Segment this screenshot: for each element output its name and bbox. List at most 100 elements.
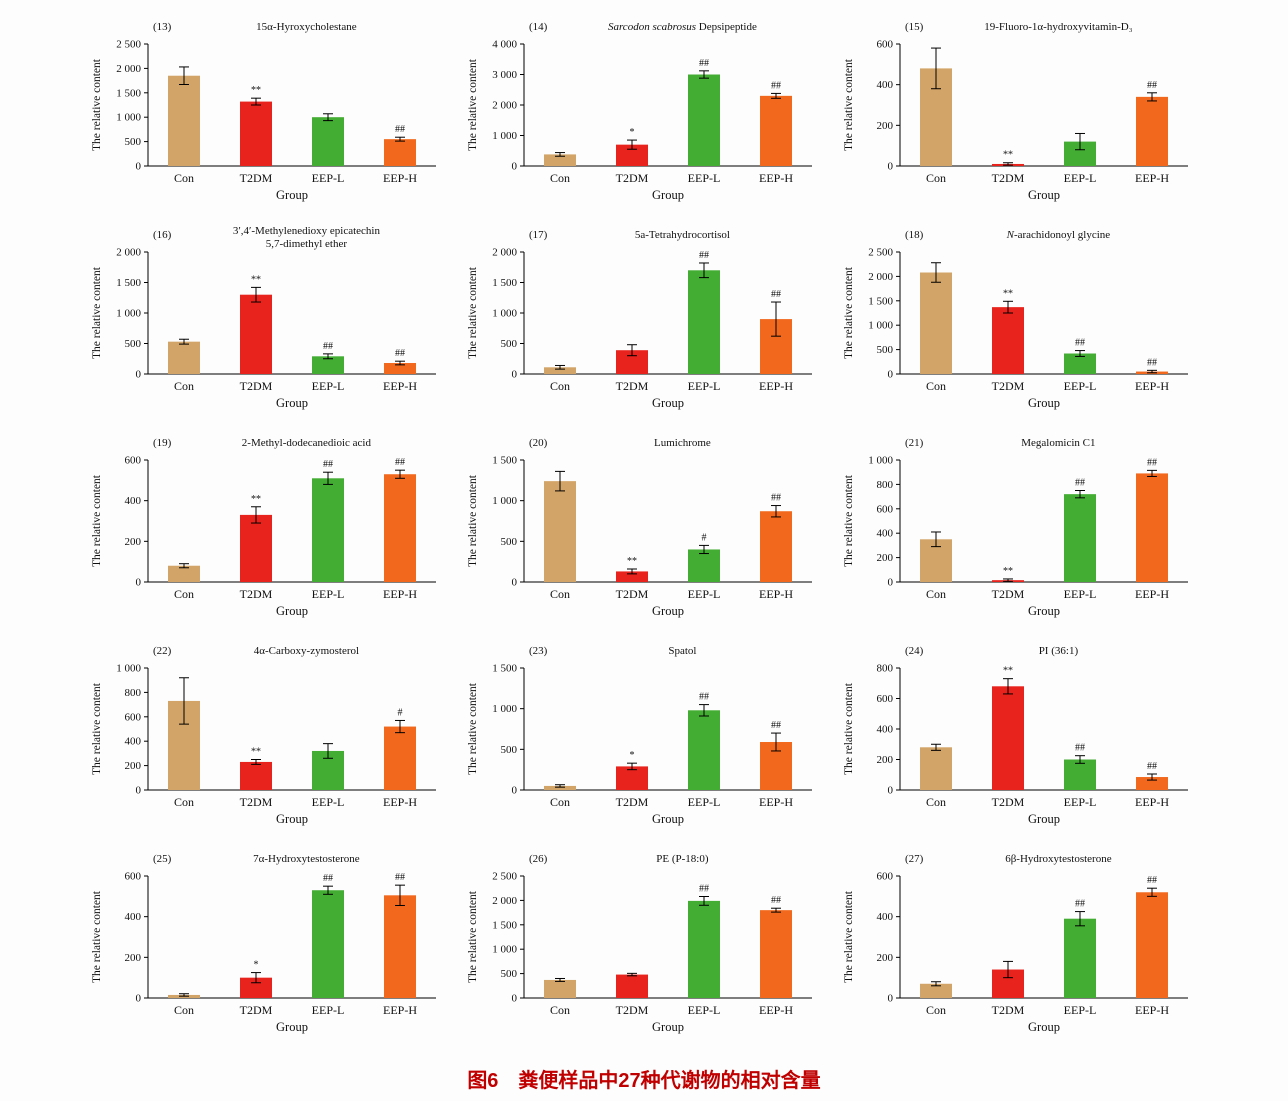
bar-EEP-H [384, 363, 416, 374]
y-tick-label: 1 500 [492, 663, 517, 675]
y-tick-label: 1 000 [492, 130, 517, 142]
x-axis-label: Group [1028, 812, 1060, 826]
y-tick-label: 4 000 [492, 39, 517, 51]
y-tick-label: 200 [877, 552, 894, 564]
y-tick-label: 400 [125, 736, 142, 748]
y-tick-label: 500 [501, 338, 518, 350]
y-tick-label: 600 [877, 871, 894, 883]
significance-marker: ## [1147, 457, 1157, 468]
x-tick-label: EEP-L [1064, 587, 1097, 601]
x-axis-label: Group [1028, 604, 1060, 618]
x-tick-label: T2DM [992, 1003, 1025, 1017]
y-tick-label: 1 500 [492, 277, 517, 289]
y-axis-label: The relative content [467, 474, 479, 567]
bar-EEP-L [1064, 759, 1096, 790]
y-tick-label: 0 [512, 161, 518, 173]
bar-T2DM [240, 101, 272, 166]
bar-T2DM [616, 766, 648, 790]
significance-marker: ** [1003, 666, 1013, 677]
y-tick-label: 200 [125, 952, 142, 964]
significance-marker: ** [1003, 150, 1013, 161]
x-tick-label: T2DM [992, 587, 1025, 601]
y-tick-label: 1 000 [868, 320, 893, 332]
x-tick-label: T2DM [616, 379, 649, 393]
chart-panel-23: 0 500 1 000 1 500 (23) Spatol Con * T2DM ## EEP-L #… [460, 638, 828, 844]
y-tick-label: 1 000 [116, 663, 141, 675]
y-tick-label: 200 [877, 952, 894, 964]
x-tick-label: EEP-H [1135, 1003, 1169, 1017]
bar-chart-16: 0 500 1 000 1 500 2 000 (16) 3′,4′-Methylenedi… [91, 225, 436, 410]
significance-marker: * [630, 127, 635, 138]
significance-marker: ## [395, 457, 405, 468]
chart-title: PE (P-18:0) [656, 853, 709, 865]
x-tick-label: Con [174, 1003, 194, 1017]
bar-Con [920, 747, 952, 790]
y-axis-label: The relative content [91, 682, 103, 775]
x-axis-label: Group [1028, 188, 1060, 202]
y-tick-label: 0 [512, 993, 518, 1005]
x-tick-label: EEP-H [759, 171, 793, 185]
y-tick-label: 0 [136, 993, 142, 1005]
x-tick-label: Con [926, 171, 946, 185]
x-tick-label: EEP-H [383, 795, 417, 809]
significance-marker: ## [1147, 875, 1157, 886]
y-tick-label: 500 [501, 536, 518, 548]
x-axis-label: Group [652, 188, 684, 202]
chart-panel-13: 0 500 1 000 1 500 2 000 2 500 (13) 15α-Hyroxych… [84, 14, 452, 220]
x-tick-label: Con [174, 171, 194, 185]
chart-panel-16: 0 500 1 000 1 500 2 000 (16) 3′,4′-Methylenedi… [84, 222, 452, 428]
x-tick-label: EEP-L [688, 587, 721, 601]
bar-EEP-H [760, 511, 792, 582]
x-axis-label: Group [276, 812, 308, 826]
y-axis-label: The relative content [467, 266, 479, 359]
y-tick-label: 0 [512, 577, 518, 589]
chart-panel-20: 0 500 1 000 1 500 (20) Lumichrome Con ** T2DM # EE… [460, 430, 828, 636]
x-tick-label: T2DM [616, 795, 649, 809]
x-tick-label: EEP-H [383, 379, 417, 393]
bar-T2DM [616, 144, 648, 166]
bar-EEP-L [312, 356, 344, 374]
bar-T2DM [992, 307, 1024, 374]
y-tick-label: 2 000 [492, 100, 517, 112]
chart-panel-14: 0 1 000 2 000 3 000 4 000 (14) Sarcodon scabro… [460, 14, 828, 220]
chart-title: Spatol [668, 645, 696, 657]
significance-marker: ** [627, 556, 637, 567]
panel-number: (16) [153, 229, 172, 241]
y-tick-label: 1 500 [116, 87, 141, 99]
panel-number: (27) [905, 853, 924, 865]
x-tick-label: EEP-H [1135, 379, 1169, 393]
x-tick-label: EEP-L [1064, 171, 1097, 185]
chart-title: Lumichrome [654, 437, 711, 449]
significance-marker: # [398, 707, 403, 718]
y-axis-label: The relative content [91, 474, 103, 567]
bar-chart-20: 0 500 1 000 1 500 (20) Lumichrome Con ** T2DM # EE… [467, 437, 812, 618]
x-tick-label: EEP-H [759, 379, 793, 393]
y-tick-label: 800 [125, 687, 142, 699]
y-tick-label: 1 000 [116, 112, 141, 124]
y-tick-label: 0 [888, 785, 894, 797]
y-tick-label: 2 500 [492, 871, 517, 883]
y-tick-label: 600 [877, 39, 894, 51]
bar-chart-25: 0 200 400 600 (25) 7α-Hydroxytestosterone Con *… [91, 853, 436, 1034]
significance-marker: ## [1147, 80, 1157, 91]
chart-title: 6β-Hydroxytestosterone [1005, 853, 1112, 865]
significance-marker: ## [323, 873, 333, 884]
significance-marker: * [254, 960, 259, 971]
panel-number: (23) [529, 645, 548, 657]
y-axis-label: The relative content [467, 890, 479, 983]
x-tick-label: Con [550, 1003, 570, 1017]
y-tick-label: 2 000 [116, 247, 141, 259]
y-tick-label: 0 [136, 785, 142, 797]
y-tick-label: 400 [877, 528, 894, 540]
figure-caption: 图6 粪便样品中27种代谢物的相对含量 [467, 1070, 821, 1092]
significance-marker: ## [699, 883, 709, 894]
chart-title-line2: 5,7-dimethyl ether [266, 238, 348, 250]
x-axis-label: Group [652, 396, 684, 410]
significance-marker: ## [1147, 357, 1157, 368]
y-axis-label: The relative content [467, 58, 479, 151]
x-tick-label: EEP-H [759, 587, 793, 601]
significance-marker: ## [699, 250, 709, 261]
bar-EEP-L [688, 74, 720, 166]
bar-chart-24: 0 200 400 600 800 (24) PI (36:1) Con ** T2DM ## EEP… [843, 645, 1188, 826]
panel-number: (17) [529, 229, 548, 241]
